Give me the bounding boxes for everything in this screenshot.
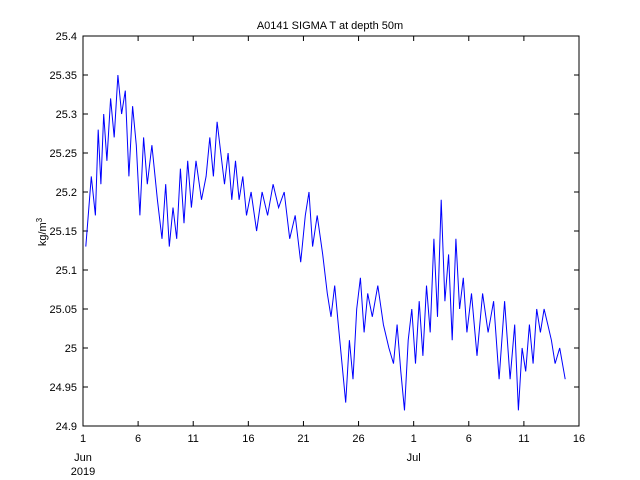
x-tick-label: 21 — [297, 433, 309, 445]
x-tick-label: 1 — [411, 433, 417, 445]
x-tick-labels: 1 6 11 16 21 26 1 6 11 16 — [80, 433, 585, 445]
year-label: 2019 — [71, 466, 95, 478]
y-tick-label: 25 — [65, 343, 77, 355]
y-tick-label: 24.9 — [56, 421, 77, 433]
y-axis-label: kg/m3 — [35, 217, 50, 246]
y-axis-label-superscript: 3 — [35, 217, 44, 222]
x-tick-label: 6 — [135, 433, 141, 445]
chart-title: A0141 SIGMA T at depth 50m — [257, 20, 403, 32]
y-tick-label: 25.1 — [56, 265, 77, 277]
x-tick-label: 1 — [80, 433, 86, 445]
x-tick-label: 16 — [242, 433, 254, 445]
month-labels: Jun Jul — [74, 452, 421, 464]
x-tick-label: 11 — [188, 433, 199, 445]
month-label: Jul — [407, 452, 421, 464]
y-tick-labels: 24.9 24.95 25 25.05 25.1 25.15 25.2 25.25 25.3 25… — [49, 31, 77, 433]
x-tick-label: 11 — [518, 433, 529, 445]
y-tick-label: 24.95 — [49, 382, 77, 394]
y-tick-label: 25.4 — [56, 31, 77, 43]
series-line-sigma-t — [85, 74, 566, 411]
x-tick-label: 16 — [573, 433, 585, 445]
y-tick-label: 25.05 — [49, 304, 77, 316]
x-tick-label: 26 — [352, 433, 364, 445]
y-tick-label: 25.3 — [56, 109, 77, 121]
y-tick-label: 25.15 — [49, 226, 77, 238]
month-label: Jun — [74, 452, 92, 464]
x-tick-label: 6 — [466, 433, 472, 445]
y-tick-label: 25.35 — [49, 70, 77, 82]
y-tick-label: 25.25 — [49, 148, 77, 160]
x-axis — [82, 36, 580, 426]
y-tick-label: 25.2 — [56, 187, 77, 199]
y-axis-label-base: kg/m — [37, 222, 49, 246]
plot-frame — [82, 35, 580, 427]
